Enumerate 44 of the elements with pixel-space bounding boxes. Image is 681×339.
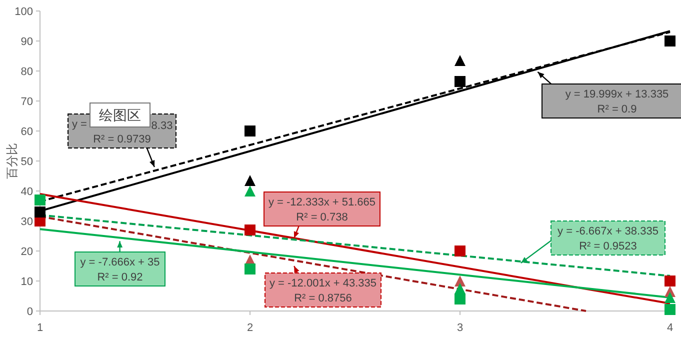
y-tick-label: 90 <box>20 36 33 48</box>
point <box>244 224 256 236</box>
point <box>244 186 256 196</box>
y-tick-label: 50 <box>20 156 33 168</box>
point <box>244 175 256 186</box>
annotation: y = -6.667x + 38.335 R² = 0.9523 <box>558 226 658 252</box>
point <box>454 283 466 294</box>
x-tick-label: 1 <box>36 322 44 334</box>
annotation: y = -12.333x + 51.665 R² = 0.738 <box>268 196 376 224</box>
annotation: 8.33 <box>151 120 173 132</box>
y-tick-label: 60 <box>20 126 33 138</box>
x-tick-label: 2 <box>246 322 254 334</box>
y-tick-label: 80 <box>20 66 33 78</box>
y-tick-label: 70 <box>20 96 33 108</box>
y-tick-label: 0 <box>26 306 33 318</box>
y-tick-label: 20 <box>20 246 33 258</box>
point <box>454 55 466 66</box>
x-tick-label: 3 <box>456 322 464 334</box>
point <box>454 276 466 286</box>
annotation: y = 19.999x + 13.335 R² = 0.9 <box>565 88 669 116</box>
annotation: y = -7.666x + 35 R² = 0.92 <box>74 241 166 286</box>
y-tick-label: 40 <box>20 186 33 198</box>
y-tick-label: 100 <box>14 6 33 18</box>
annotation: y = -7.666x + 35 R² = 0.92 <box>80 256 160 284</box>
annotation: y = -6.667x + 38.335 R² = 0.9523 <box>520 220 666 264</box>
y-tick-label: 10 <box>20 276 33 288</box>
point <box>34 206 46 218</box>
x-tick-label: 4 <box>666 322 674 334</box>
point <box>244 264 256 274</box>
annotation: y = -12.333x + 51.665 R² = 0.738 <box>264 192 380 238</box>
annotation: y = -12.001x + 43.335 R² = 0.8756 <box>269 278 377 304</box>
point <box>664 36 676 46</box>
point <box>664 276 676 286</box>
point <box>454 76 466 87</box>
point <box>664 292 676 303</box>
annotation: y = 19.999x + 13.335 R² = 0.9 <box>537 71 681 118</box>
point <box>244 126 256 136</box>
y-tick-label: 30 <box>20 216 33 228</box>
point <box>454 294 466 304</box>
point <box>34 194 46 206</box>
point <box>664 304 676 315</box>
y-axis-title: 百分比 <box>5 143 19 179</box>
annotation: y = -12.001x + 43.335 R² = 0.8756 <box>264 266 382 308</box>
point <box>454 246 466 256</box>
